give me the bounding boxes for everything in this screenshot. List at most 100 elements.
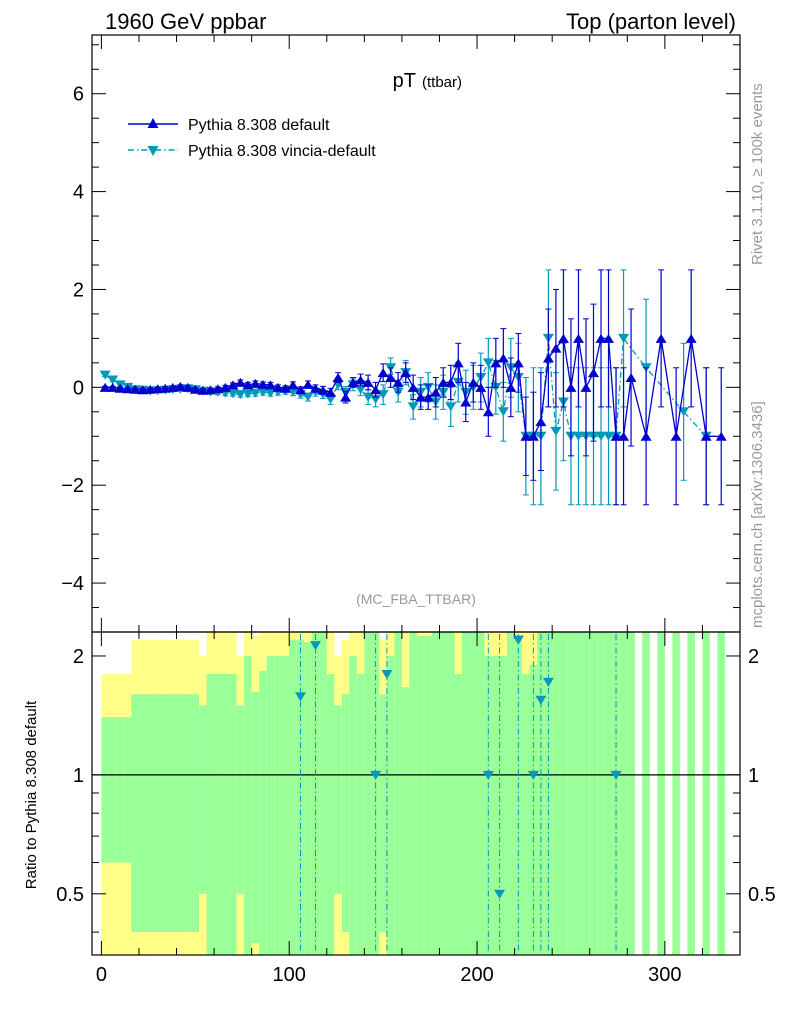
series-default-marker xyxy=(279,383,291,393)
series-default-marker xyxy=(618,431,630,441)
series-default-marker xyxy=(445,377,457,387)
series-vincia-marker xyxy=(377,390,389,400)
ratio-frame xyxy=(91,631,741,956)
band-1sigma xyxy=(161,694,170,933)
source-label-group: mcplots.cern.ch [arXiv:1306.3436] xyxy=(749,401,766,628)
band-1sigma xyxy=(123,717,132,863)
band-1sigma xyxy=(289,639,297,955)
series-default-marker xyxy=(415,392,427,402)
series-default-marker xyxy=(527,431,539,441)
series-default-marker xyxy=(129,384,141,394)
series-vincia-marker xyxy=(325,395,337,405)
band-1sigma xyxy=(153,694,162,933)
series-vincia-marker xyxy=(107,375,119,385)
series-default-marker xyxy=(325,387,337,397)
series-default-marker xyxy=(167,382,179,392)
ratio-ytick-label: 2 xyxy=(73,646,84,668)
series-default-marker xyxy=(700,431,712,441)
series-vincia-marker xyxy=(407,402,419,412)
series-default-marker xyxy=(347,377,359,387)
band-1sigma xyxy=(522,674,530,955)
ratio-vincia-marker xyxy=(527,770,539,780)
series-default-marker xyxy=(362,377,374,387)
series-vincia-marker xyxy=(618,333,630,343)
series-default-marker xyxy=(565,382,577,392)
legend-label-vincia: Pythia 8.308 vincia-default xyxy=(188,143,376,160)
series-default-marker xyxy=(122,384,134,394)
series-vincia-marker xyxy=(595,431,607,441)
plot-title-suffix: (ttbar) xyxy=(422,74,462,91)
series-default-marker xyxy=(422,392,434,402)
band-1sigma xyxy=(349,655,357,955)
main-ytick-label: −4 xyxy=(61,573,84,595)
band-1sigma xyxy=(304,642,312,955)
ratio-vincia-marker xyxy=(610,770,622,780)
band-1sigma xyxy=(266,655,275,955)
series-vincia-marker xyxy=(678,407,690,417)
band-1sigma xyxy=(319,632,327,955)
ratio-bands xyxy=(101,632,725,955)
band-1sigma xyxy=(334,705,342,894)
band-1sigma xyxy=(244,655,252,955)
ratio-vincia-marker xyxy=(310,641,322,651)
band-1sigma xyxy=(326,674,335,955)
series-vincia-marker xyxy=(550,426,562,436)
series-default-marker xyxy=(144,384,156,394)
series-default-marker xyxy=(572,333,584,343)
series-vincia-marker xyxy=(287,387,299,397)
series-vincia-marker xyxy=(242,389,254,399)
series-default-marker xyxy=(512,358,524,368)
main-ytick-label: 2 xyxy=(73,279,84,301)
band-1sigma xyxy=(702,632,710,955)
series-default-marker xyxy=(557,333,569,343)
band-1sigma xyxy=(138,694,147,933)
band-1sigma xyxy=(169,694,177,933)
ratio-vincia-marker xyxy=(542,677,554,687)
ratio-ytick-label-right: 0.5 xyxy=(748,884,776,906)
series-vincia-marker xyxy=(99,370,111,380)
series-default-marker xyxy=(400,368,412,378)
band-1sigma xyxy=(394,632,402,955)
series-default-marker xyxy=(655,333,667,343)
band-1sigma xyxy=(416,635,425,955)
band-1sigma xyxy=(341,694,350,933)
band-1sigma xyxy=(477,632,485,955)
series-vincia-marker xyxy=(362,392,374,402)
series-default-marker xyxy=(294,385,306,395)
series-default-marker xyxy=(385,373,397,383)
series-vincia-marker xyxy=(497,407,509,417)
series-default-marker xyxy=(99,382,111,392)
series-default-marker xyxy=(249,378,261,388)
band-1sigma xyxy=(184,694,192,933)
series-default-marker xyxy=(640,431,652,441)
series-default-marker xyxy=(497,353,509,363)
series-default-marker xyxy=(219,382,231,392)
legend-marker-vincia xyxy=(147,146,159,156)
band-1sigma xyxy=(229,674,237,955)
band-1sigma xyxy=(627,632,635,955)
band-1sigma xyxy=(379,694,387,933)
band-1sigma xyxy=(446,632,455,955)
main-plot: −4 −2 0 2 4 6 xyxy=(61,34,741,633)
band-1sigma xyxy=(108,717,117,863)
series-default-marker xyxy=(430,387,442,397)
series-default-marker xyxy=(505,382,517,392)
band-1sigma xyxy=(574,632,583,955)
series-default-marker xyxy=(204,385,216,395)
main-ytick-label: 0 xyxy=(73,377,84,399)
series-default-marker xyxy=(610,431,622,441)
series-default-marker xyxy=(460,397,472,407)
ratio-ytick-label: 1 xyxy=(73,765,84,787)
ratio-ylabel-group: Ratio to Pythia 8.308 default xyxy=(23,700,40,889)
ratio-ytick-label: 0.5 xyxy=(56,884,84,906)
series-default-marker xyxy=(370,385,382,395)
series-default-marker xyxy=(234,377,246,387)
band-1sigma xyxy=(131,694,139,933)
main-ytick-label: 6 xyxy=(73,84,84,106)
ratio-xtick-label: 0 xyxy=(96,964,107,986)
band-1sigma xyxy=(687,632,695,955)
series-vincia-marker xyxy=(603,431,615,441)
band-1sigma xyxy=(364,632,372,955)
series-default-marker xyxy=(272,382,284,392)
